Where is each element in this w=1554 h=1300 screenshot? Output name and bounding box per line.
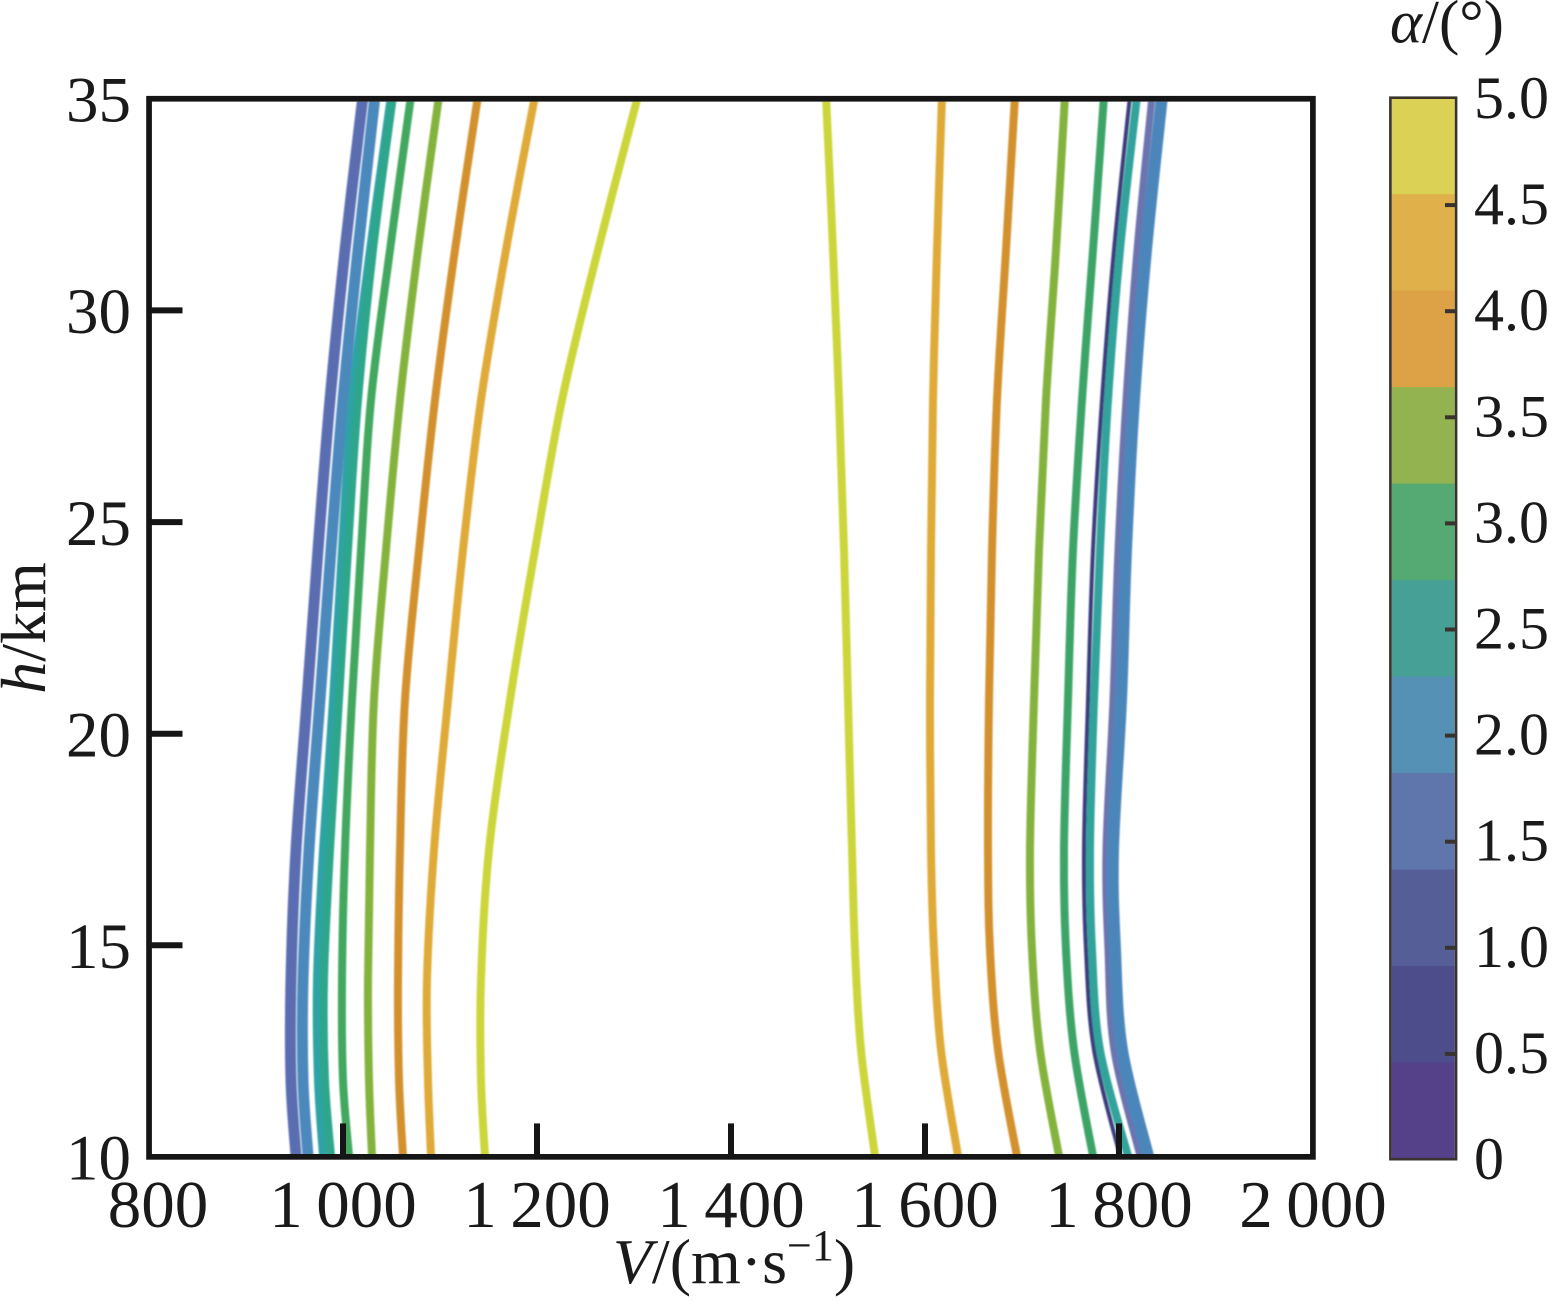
svg-text:2.5: 2.5 <box>1474 596 1549 662</box>
svg-text:30: 30 <box>66 276 131 348</box>
svg-text:1.0: 1.0 <box>1474 914 1549 980</box>
svg-text:5.0: 5.0 <box>1474 65 1549 131</box>
svg-text:0: 0 <box>1474 1126 1504 1192</box>
svg-text:10: 10 <box>66 1123 131 1195</box>
svg-text:1 000: 1 000 <box>269 1168 416 1242</box>
svg-text:3.5: 3.5 <box>1474 383 1549 449</box>
svg-text:0.5: 0.5 <box>1474 1020 1549 1086</box>
svg-text:1.5: 1.5 <box>1474 808 1549 874</box>
svg-text:20: 20 <box>66 699 131 771</box>
svg-text:1 200: 1 200 <box>463 1168 610 1242</box>
svg-text:3.0: 3.0 <box>1474 489 1549 555</box>
svg-text:1 400: 1 400 <box>657 1168 804 1242</box>
svg-text:35: 35 <box>66 65 131 137</box>
svg-text:1 600: 1 600 <box>851 1168 998 1242</box>
svg-text:15: 15 <box>66 911 131 983</box>
svg-text:25: 25 <box>66 488 131 560</box>
svg-text:α/(°): α/(°) <box>1390 0 1504 57</box>
svg-text:800: 800 <box>108 1168 209 1242</box>
svg-text:1 800: 1 800 <box>1045 1168 1192 1242</box>
svg-text:2.0: 2.0 <box>1474 702 1549 768</box>
svg-text:2 000: 2 000 <box>1239 1168 1386 1242</box>
svg-text:4.5: 4.5 <box>1474 171 1549 237</box>
svg-text:h/km: h/km <box>0 562 59 694</box>
svg-text:V/(m·s−1): V/(m·s−1) <box>613 1221 855 1297</box>
svg-text:4.0: 4.0 <box>1474 277 1549 343</box>
